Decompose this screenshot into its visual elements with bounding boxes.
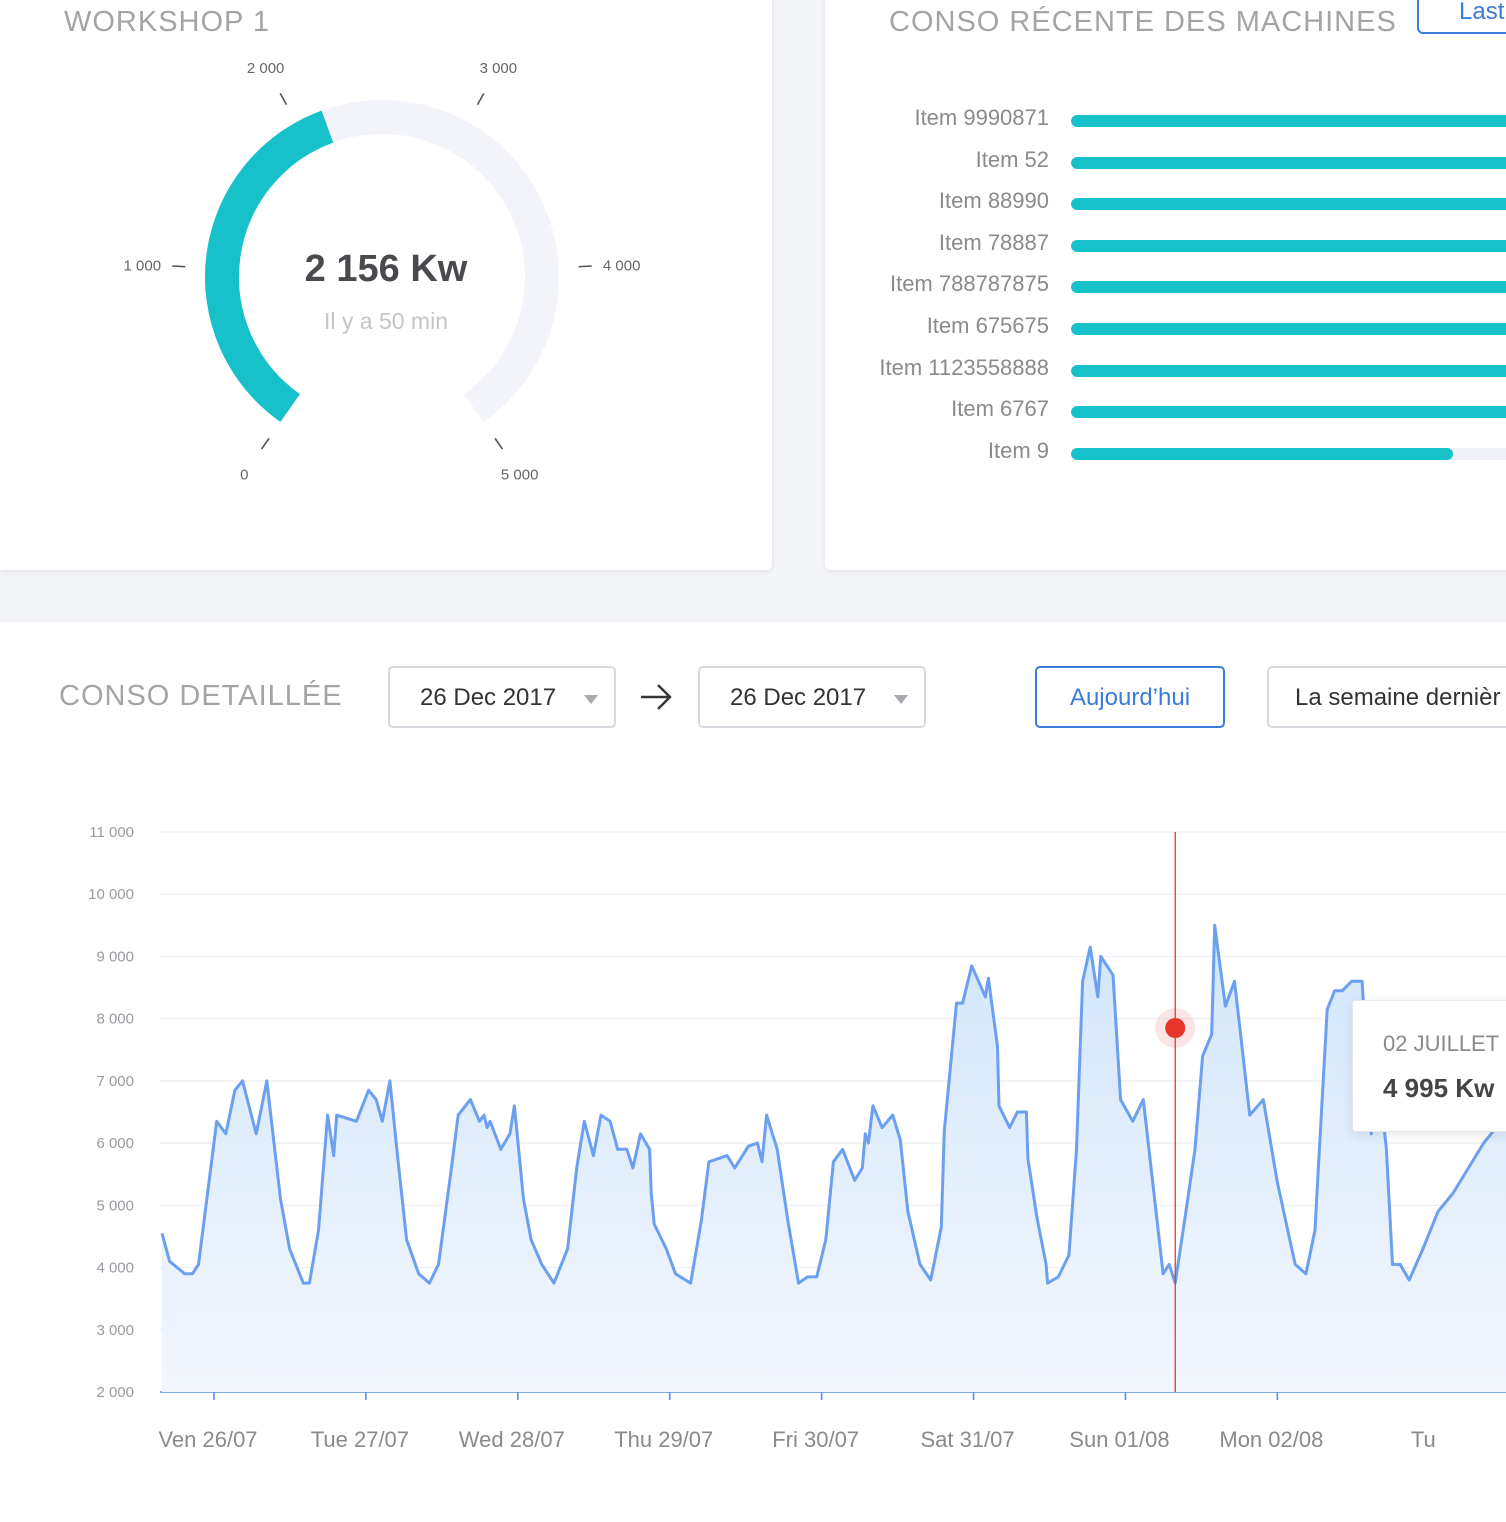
machine-row: Item 6767 — [825, 396, 1506, 426]
chart-series — [160, 923, 1506, 1392]
consumption-chart: 2 000 3 000 4 000 5 000 6 000 7 000 8 000 9 000… — [88, 824, 1506, 1452]
caret-down-icon — [894, 695, 908, 704]
machine-label: Item 788787875 — [889, 271, 1049, 297]
machine-row: Item 788787875 — [825, 271, 1506, 301]
y-tick-label: 3 000 — [96, 1322, 134, 1339]
machine-bar-track — [1071, 198, 1506, 211]
x-tick-label: Wed 28/07 — [459, 1427, 565, 1452]
machine-label: Item 9990871 — [914, 105, 1049, 130]
x-tick-label: Thu 29/07 — [614, 1427, 713, 1452]
gauge-tick-mark — [260, 437, 270, 450]
machine-bar-fill — [1071, 281, 1506, 294]
x-tick-label: Mon 02/08 — [1219, 1427, 1323, 1452]
chart-axes: Ven 26/07 Tue 27/07 Wed 28/07 Thu 29/07 Fri … — [158, 1392, 1436, 1452]
machine-row: Item 9 — [825, 438, 1506, 468]
gauge-ticks: 0 1 000 2 000 3 000 4 000 5 000 — [124, 60, 641, 484]
machines-title: CONSO RÉCENTE DES MACHINES — [889, 6, 1397, 38]
machine-label: Item 88990 — [938, 188, 1049, 214]
machine-row: Item 675675 — [825, 313, 1506, 343]
chart-tooltip: 02 JUILLET 1 4 995 Kw — [1352, 1000, 1506, 1132]
caret-down-icon — [584, 695, 598, 704]
machine-label: Item 6767 — [951, 396, 1049, 422]
gauge-tick-mark — [578, 265, 592, 268]
machine-row: Item 88990 — [825, 188, 1506, 218]
gauge-tick-mark — [279, 92, 288, 106]
y-tick-label: 7 000 — [96, 1073, 134, 1090]
arrow-right-icon — [641, 684, 672, 710]
y-tick-label: 2 000 — [96, 1384, 134, 1401]
gauge-fill — [205, 110, 334, 422]
detail-card: CONSO DETAILLÉE 26 Dec 2017 26 Dec 2017 … — [0, 622, 1506, 1522]
machine-bar-track — [1071, 239, 1506, 252]
machine-row: Item 1123558888 — [825, 355, 1506, 385]
x-tick-label: Fri 30/07 — [772, 1427, 859, 1452]
gauge-tick-label: 3 000 — [480, 60, 518, 77]
last-period-button[interactable]: Last — [1417, 0, 1506, 34]
series-area — [162, 925, 1506, 1392]
machine-bar-track — [1071, 281, 1506, 294]
detail-title: CONSO DETAILLÉE — [59, 680, 343, 712]
gauge-value: 2 156 Kw — [305, 248, 468, 290]
x-tick-label: Tue 27/07 — [311, 1427, 409, 1452]
machine-bar-track — [1071, 323, 1506, 335]
today-button[interactable]: Aujourd’hui — [1035, 666, 1225, 728]
y-tick-label: 10 000 — [88, 886, 134, 903]
tooltip-date: 02 JUILLET 1 — [1383, 1031, 1506, 1056]
machine-row: Item 9990871 — [825, 105, 1506, 135]
machine-row: Item 78887 — [825, 230, 1506, 260]
date-from-select[interactable]: 26 Dec 2017 — [388, 666, 616, 728]
y-tick-label: 6 000 — [96, 1135, 134, 1152]
gauge-track-mask — [279, 392, 485, 456]
machine-bar-fill — [1071, 239, 1506, 252]
machine-bar-fill — [1071, 447, 1453, 460]
series-line — [160, 923, 1506, 1285]
machine-bar-track — [1071, 115, 1506, 127]
gauge-tick-label: 1 000 — [124, 257, 162, 274]
x-tick-label: Sat 31/07 — [920, 1427, 1014, 1452]
machine-bar-fill — [1071, 115, 1506, 127]
gauge-tick-mark — [172, 265, 186, 268]
machine-bar-track — [1071, 447, 1506, 460]
gauge-tick-label: 0 — [240, 467, 248, 484]
chart-cursor — [1155, 832, 1196, 1392]
machine-bar-track — [1071, 156, 1506, 169]
workshop-card: WORKSHOP 1 0 1 000 2 000 3 000 4 000 5 000 2 … — [0, 0, 772, 570]
date-to-value: 26 Dec 2017 — [730, 684, 867, 711]
y-tick-label: 9 000 — [96, 948, 134, 965]
machines-card: CONSO RÉCENTE DES MACHINES Last Item 999… — [825, 0, 1506, 570]
x-tick-label: Ven 26/07 — [158, 1427, 257, 1452]
power-gauge: 0 1 000 2 000 3 000 4 000 5 000 2 156 Kw Il y… — [124, 60, 641, 484]
machine-label: Item 1123558888 — [879, 354, 1049, 380]
machine-bar-fill — [1071, 156, 1506, 169]
y-tick-label: 8 000 — [96, 1011, 134, 1028]
machine-bar-fill — [1071, 364, 1506, 377]
machine-bar-fill — [1071, 406, 1506, 419]
date-from-value: 26 Dec 2017 — [420, 684, 557, 711]
y-tick-label: 4 000 — [96, 1260, 134, 1277]
workshop-title: WORKSHOP 1 — [64, 6, 271, 38]
gauge-tick-label: 4 000 — [603, 257, 641, 274]
gauge-tick-label: 5 000 — [501, 467, 539, 484]
machine-bar-track — [1071, 364, 1506, 377]
machine-label: Item 675675 — [926, 313, 1049, 338]
machine-row: Item 52 — [825, 147, 1506, 177]
y-tick-label: 5 000 — [96, 1197, 134, 1214]
date-to-select[interactable]: 26 Dec 2017 — [698, 666, 926, 728]
machine-label: Item 9 — [987, 437, 1049, 463]
gauge-tick-mark — [476, 92, 485, 106]
x-tick-label: Tu — [1411, 1427, 1436, 1452]
machine-label: Item 52 — [975, 146, 1049, 172]
x-tick-label: Sun 01/08 — [1069, 1427, 1169, 1452]
machine-bar-fill — [1071, 198, 1506, 211]
gauge-subtitle: Il y a 50 min — [324, 308, 448, 334]
machine-label: Item 78887 — [938, 229, 1049, 255]
y-tick-label: 11 000 — [89, 824, 134, 841]
gauge-tick-mark — [494, 437, 504, 450]
tooltip-value: 4 995 Kw — [1383, 1073, 1495, 1103]
machine-bar-fill — [1071, 323, 1506, 335]
cursor-point[interactable] — [1165, 1018, 1186, 1038]
gauge-tick-label: 2 000 — [247, 60, 285, 77]
last-week-button[interactable]: La semaine dernièr — [1267, 666, 1506, 728]
machine-bar-track — [1071, 406, 1506, 419]
